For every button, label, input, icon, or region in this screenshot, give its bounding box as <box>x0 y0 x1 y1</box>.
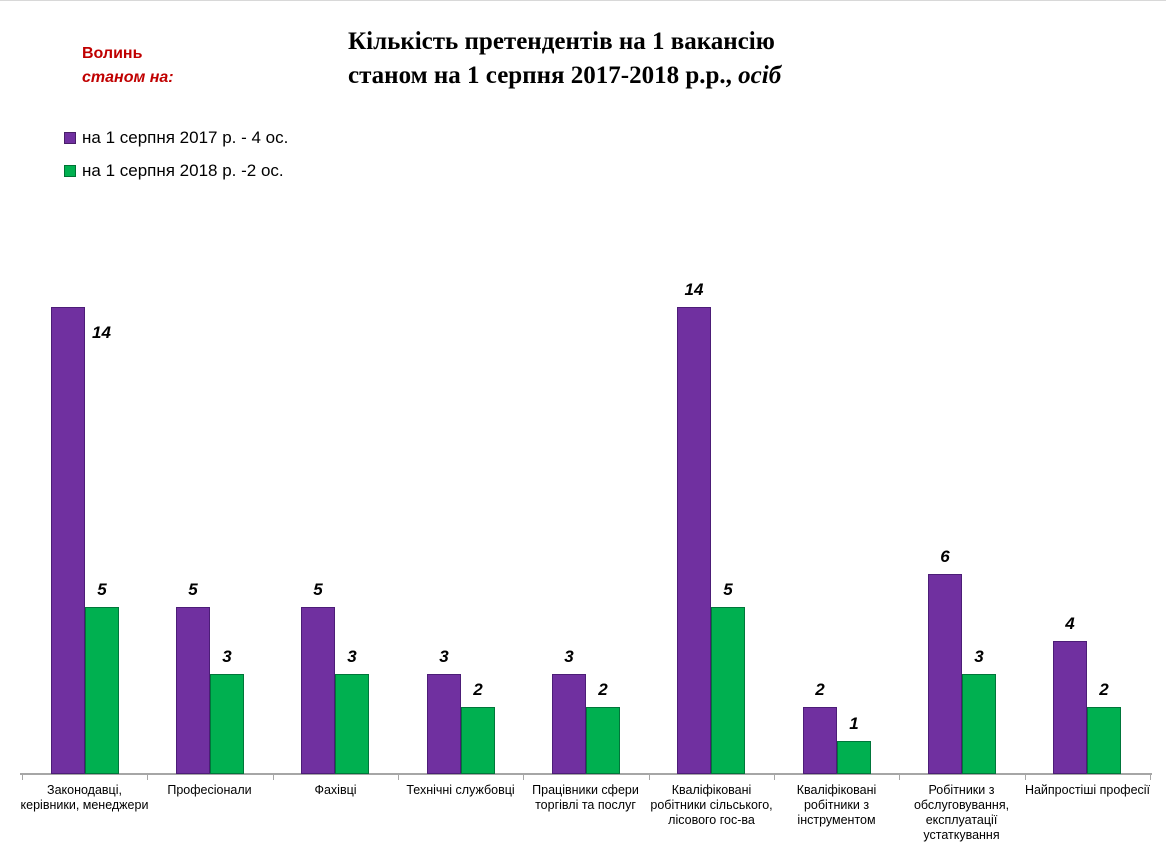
bar-2018-cat8 <box>962 674 996 774</box>
value-label: 6 <box>940 547 950 566</box>
legend-item-2018: на 1 серпня 2018 р. -2 ос. <box>64 160 288 182</box>
category-label: Законодавці, керівники, менеджери <box>20 783 149 812</box>
value-label: 2 <box>598 680 608 699</box>
legend-swatch <box>64 132 76 144</box>
region-subtitle: станом на: <box>82 69 174 86</box>
bar-2018-cat5 <box>586 707 620 774</box>
x-axis-tick <box>22 774 23 780</box>
bar-2018-cat2 <box>210 674 244 774</box>
region-block: Волинь станом на: <box>82 45 174 87</box>
x-axis-line <box>20 773 1152 775</box>
x-axis-tick <box>774 774 775 780</box>
value-label: 3 <box>974 647 984 666</box>
category-label: Робітники з обслуговування, експлуатації… <box>913 783 1010 842</box>
category-label: Кваліфіковані робітники з інструментом <box>796 783 877 827</box>
value-label: 5 <box>188 580 198 599</box>
value-label: 3 <box>222 647 232 666</box>
region-name: Волинь <box>82 45 143 62</box>
bar-2018-cat9 <box>1087 707 1121 774</box>
value-label: 14 <box>684 280 704 299</box>
x-axis-tick <box>1025 774 1026 780</box>
bar-2018-cat3 <box>335 674 369 774</box>
category-label: Фахівці <box>314 783 357 797</box>
bar-2018-cat6 <box>711 607 745 774</box>
value-label: 14 <box>92 323 111 342</box>
value-label: 3 <box>439 647 449 666</box>
bar-2017-cat2 <box>176 607 210 774</box>
value-label: 5 <box>723 580 733 599</box>
bar-2017-cat9 <box>1053 641 1087 774</box>
value-label: 5 <box>97 580 107 599</box>
value-label: 1 <box>849 714 859 733</box>
legend-label: на 1 серпня 2018 р. -2 ос. <box>82 161 284 180</box>
legend-item-2017: на 1 серпня 2017 р. - 4 ос. <box>64 127 288 149</box>
chart-title-line1: Кількість претендентів на 1 вакансію <box>348 28 775 55</box>
x-axis-tick <box>899 774 900 780</box>
legend-swatch <box>64 165 76 177</box>
category-label: Найпростіші професії <box>1024 783 1151 797</box>
category-label: Технічні службовці <box>406 783 515 797</box>
value-label: 2 <box>1099 680 1109 699</box>
bar-2017-cat1 <box>51 307 85 774</box>
x-axis-tick <box>398 774 399 780</box>
x-axis-tick <box>1150 774 1151 780</box>
value-label: 2 <box>473 680 483 699</box>
bar-2017-cat7 <box>803 707 837 774</box>
chart-title: Кількість претендентів на 1 вакансію ста… <box>348 25 918 93</box>
x-axis-tick <box>523 774 524 780</box>
category-label: Професіонали <box>167 783 252 797</box>
value-label: 2 <box>815 680 825 699</box>
value-label: 3 <box>347 647 357 666</box>
bar-2017-cat5 <box>552 674 586 774</box>
x-axis-tick <box>273 774 274 780</box>
bar-2017-cat8 <box>928 574 962 774</box>
x-axis-tick <box>147 774 148 780</box>
legend-label: на 1 серпня 2017 р. - 4 ос. <box>82 128 289 147</box>
category-label: Працівники сфери торгівлі та послуг <box>532 783 639 812</box>
bar-2018-cat1 <box>85 607 119 774</box>
value-label: 4 <box>1065 614 1075 633</box>
bar-2018-cat7 <box>837 741 871 774</box>
value-label: 5 <box>313 580 323 599</box>
x-axis-tick <box>649 774 650 780</box>
category-label: Кваліфіковані робітники сільського, лісо… <box>650 783 773 827</box>
value-label: 3 <box>564 647 574 666</box>
bar-2017-cat4 <box>427 674 461 774</box>
bar-2018-cat4 <box>461 707 495 774</box>
legend: на 1 серпня 2017 р. - 4 ос. на 1 серпня 2… <box>64 127 288 193</box>
bar-2017-cat6 <box>677 307 711 774</box>
chart-title-units: осіб <box>738 62 782 89</box>
bar-2017-cat3 <box>301 607 335 774</box>
chart-title-line2: станом на 1 серпня 2017-2018 р.р., осіб <box>348 62 782 89</box>
